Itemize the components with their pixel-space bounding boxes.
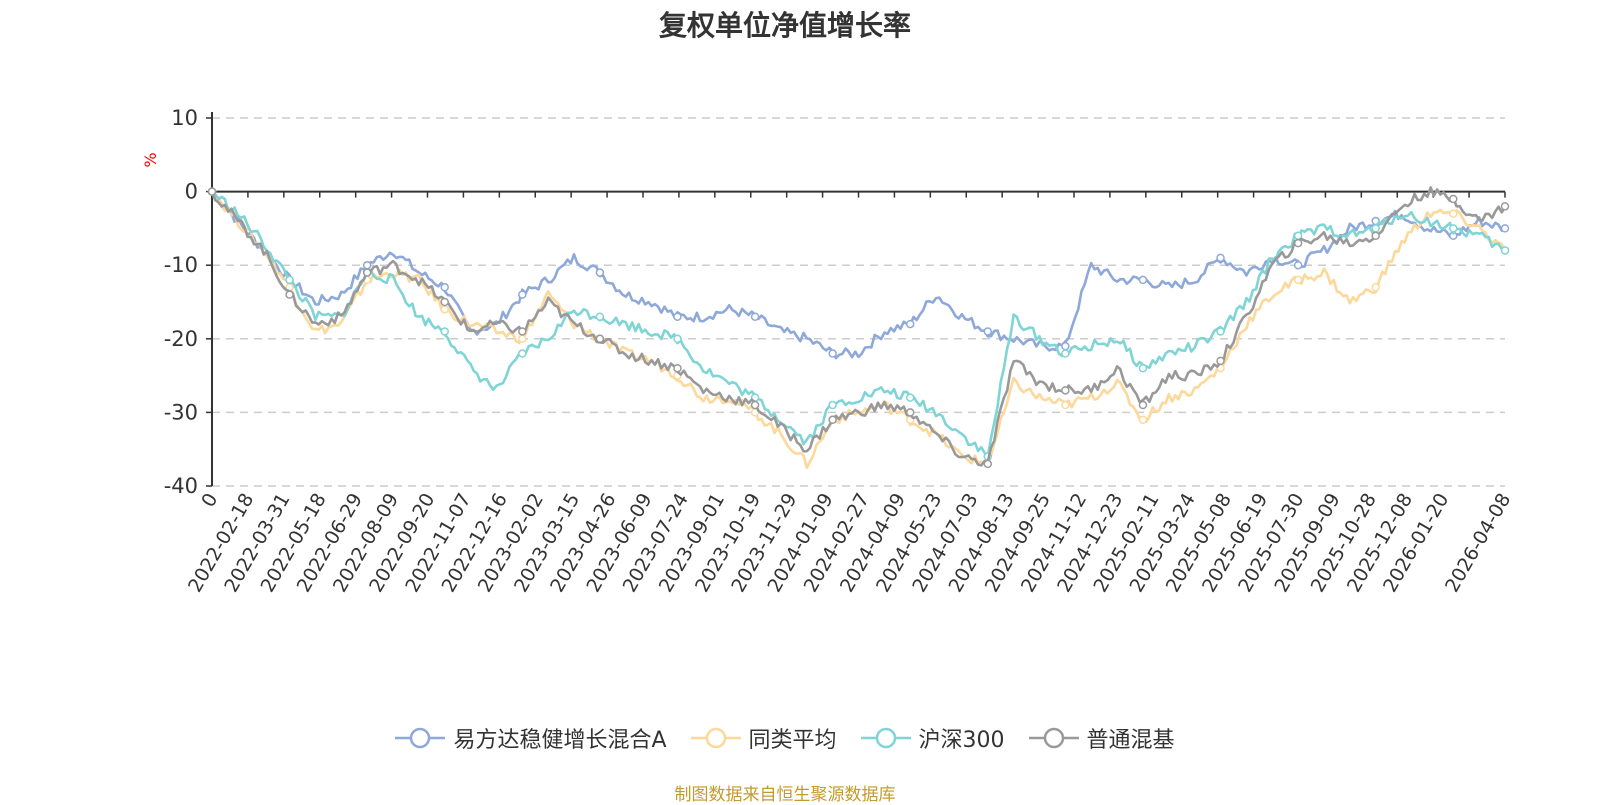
legend-marker-icon xyxy=(1028,727,1079,749)
y-tick-label: -10 xyxy=(164,253,198,277)
x-tick-label: 2026-04-08 xyxy=(1441,490,1515,597)
series-line-1 xyxy=(210,191,1507,470)
legend-marker-icon xyxy=(395,727,446,749)
legend-item-2[interactable]: 沪深300 xyxy=(860,722,1005,754)
data-point xyxy=(440,327,449,336)
y-tick-label: -30 xyxy=(164,400,198,424)
y-tick-label: 0 xyxy=(185,180,198,204)
legend-marker-icon xyxy=(690,727,741,749)
legend-label: 同类平均 xyxy=(748,728,837,753)
data-point xyxy=(1216,253,1225,263)
source-note: 制图数据来自恒生聚源数据库 xyxy=(674,785,896,805)
series-line-3 xyxy=(210,186,1507,467)
data-point xyxy=(1449,194,1458,204)
data-point xyxy=(440,297,449,307)
data-point xyxy=(207,187,217,196)
data-point xyxy=(595,268,605,277)
data-point xyxy=(750,312,760,321)
data-point xyxy=(1061,400,1070,410)
y-tick-label: 10 xyxy=(171,106,198,130)
data-point xyxy=(518,290,527,299)
data-point xyxy=(905,408,915,417)
legend-label: 易方达稳健增长混合A xyxy=(453,728,667,753)
data-point xyxy=(905,393,915,402)
data-point xyxy=(983,459,993,469)
legend-item-0[interactable]: 易方达稳健增长混合A xyxy=(395,722,667,754)
data-point xyxy=(440,283,449,292)
legend-label: 普通混基 xyxy=(1086,728,1175,753)
data-point xyxy=(1371,224,1380,233)
data-point xyxy=(828,400,837,410)
data-point xyxy=(1371,231,1380,241)
data-point xyxy=(1293,275,1303,285)
data-point xyxy=(983,327,993,336)
data-point xyxy=(285,275,294,285)
data-point xyxy=(1371,283,1380,292)
data-point xyxy=(285,290,294,299)
chart-plot: 100-10-20-30-4002022-02-182022-03-312022… xyxy=(141,106,1515,597)
data-point xyxy=(595,334,605,344)
data-point xyxy=(828,415,837,425)
data-point xyxy=(1138,400,1148,410)
legend-item-1[interactable]: 同类平均 xyxy=(690,722,837,754)
data-point xyxy=(518,327,527,336)
data-point xyxy=(1293,238,1303,248)
data-point xyxy=(1500,202,1510,211)
data-point xyxy=(1061,386,1070,395)
legend-label: 沪深300 xyxy=(918,728,1005,753)
chart-title: 复权单位净值增长率 xyxy=(658,9,911,42)
data-point xyxy=(1216,356,1225,366)
data-point xyxy=(673,334,682,344)
y-tick-label: -20 xyxy=(164,327,198,351)
data-point xyxy=(595,312,605,321)
y-axis-label: % xyxy=(141,152,160,167)
legend: 易方达稳健增长混合A 同类平均 沪深300 普通混基 xyxy=(0,722,1570,754)
data-point xyxy=(1216,327,1225,336)
data-point xyxy=(518,334,527,344)
data-point xyxy=(1138,415,1148,425)
data-point xyxy=(440,305,449,314)
data-point xyxy=(1500,224,1510,233)
data-point xyxy=(1061,341,1070,351)
data-point xyxy=(750,400,760,410)
series-line-0 xyxy=(211,190,1506,360)
data-point xyxy=(1293,260,1303,270)
data-point xyxy=(1061,349,1070,358)
data-point xyxy=(828,349,837,358)
data-point xyxy=(518,349,527,358)
data-point xyxy=(1449,224,1458,233)
y-tick-label: -40 xyxy=(164,474,198,498)
series-line-2 xyxy=(211,190,1506,458)
data-point xyxy=(1138,275,1148,285)
data-point xyxy=(1138,363,1148,373)
legend-item-3[interactable]: 普通混基 xyxy=(1028,722,1175,754)
data-point xyxy=(905,319,915,329)
data-point xyxy=(362,268,372,277)
data-point xyxy=(1449,209,1458,218)
data-point xyxy=(1500,246,1510,255)
data-point xyxy=(673,363,682,373)
data-point xyxy=(673,312,682,321)
data-point xyxy=(362,260,372,270)
legend-marker-icon xyxy=(860,727,911,749)
x-tick-label: 0 xyxy=(197,490,222,511)
